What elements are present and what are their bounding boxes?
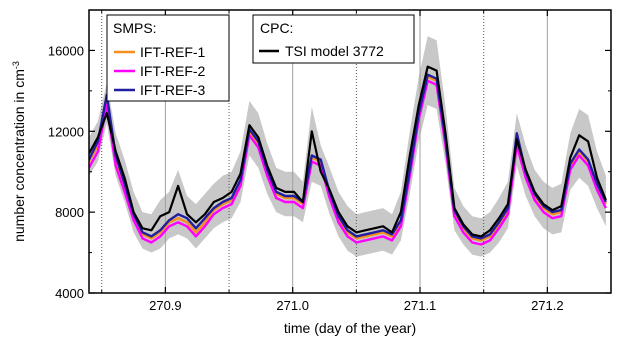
legend-smps-box bbox=[106, 14, 230, 102]
x-tick-label: 271.2 bbox=[531, 298, 564, 313]
legend-smps-title: SMPS: bbox=[113, 20, 157, 36]
y-tick-label: 16000 bbox=[48, 43, 84, 58]
grid-layer bbox=[101, 10, 548, 293]
series-layer bbox=[89, 65, 607, 246]
legend-label-ift-ref-3: IFT-REF-3 bbox=[140, 82, 206, 98]
legend-label-tsi-3772: TSI model 3772 bbox=[285, 43, 384, 59]
legend-smps: SMPS: IFT-REF-1 IFT-REF-2 IFT-REF-3 bbox=[106, 14, 230, 102]
legend-cpc: CPC: TSI model 3772 bbox=[252, 14, 415, 64]
x-tick-label: 271.0 bbox=[276, 298, 309, 313]
y-tick-label: 12000 bbox=[48, 124, 84, 139]
legend-cpc-title: CPC: bbox=[260, 20, 293, 36]
y-axis-title-main: number concentration in cm bbox=[11, 69, 27, 242]
legend-label-ift-ref-1: IFT-REF-1 bbox=[140, 44, 206, 60]
x-axis-title: time (day of the year) bbox=[284, 320, 416, 336]
y-tick-label: 4000 bbox=[55, 286, 84, 301]
series-line-tsi-model-3772 bbox=[89, 65, 607, 238]
y-tick-label: 8000 bbox=[55, 205, 84, 220]
legend-label-ift-ref-2: IFT-REF-2 bbox=[140, 63, 206, 79]
series-line-ift-ref-2 bbox=[89, 79, 607, 246]
y-axis-title-exponent: -3 bbox=[11, 61, 21, 69]
uncertainty-band bbox=[89, 36, 606, 257]
y-axis-title: number concentration in cm-3 bbox=[11, 61, 27, 242]
ticks-layer: 4000 8000 12000 16000 270.9 271.0 271.1 271.2 bbox=[48, 10, 611, 313]
x-tick-label: 270.9 bbox=[149, 298, 182, 313]
x-tick-label: 271.1 bbox=[404, 298, 437, 313]
uncertainty-band-layer bbox=[89, 36, 606, 257]
legend-cpc-box bbox=[252, 14, 415, 64]
plot-frame bbox=[88, 9, 612, 294]
